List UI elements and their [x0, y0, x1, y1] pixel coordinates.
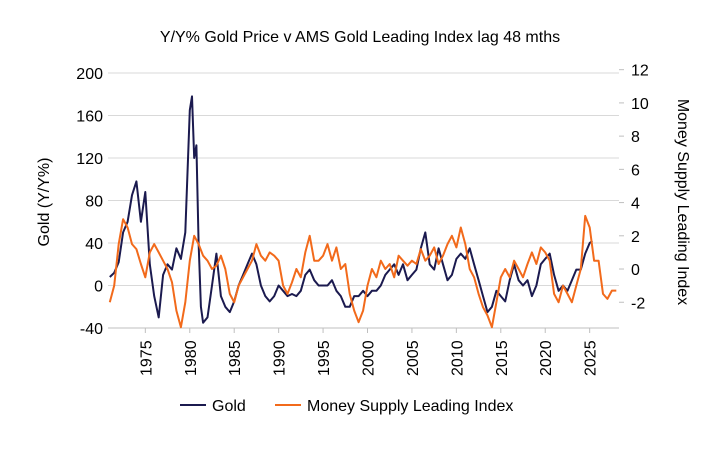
- y2-tick-label: -2: [631, 295, 645, 312]
- y-axis-left-label: Gold (Y/Y%): [36, 158, 53, 247]
- x-axis: 1975 1980 1985 1990 1995 2000 2005 2010 2015 2020…: [108, 327, 619, 376]
- legend-label: Money Supply Leading Index: [307, 398, 513, 415]
- y-axis-right-label: Money Supply Leading Index: [674, 99, 691, 305]
- y-tick-label: 0: [94, 279, 103, 296]
- y2-tick-label: 0: [631, 262, 640, 279]
- y-tick-label: 40: [85, 236, 103, 253]
- x-tick-label: 1975: [138, 340, 155, 376]
- y-axis-right: -2 0 2 4 6 8 10 12: [619, 63, 649, 312]
- y2-tick-label: 6: [631, 162, 640, 179]
- money-supply-line: [108, 214, 617, 329]
- x-tick-label: 2015: [494, 340, 511, 376]
- x-tick-label: 2005: [405, 340, 422, 376]
- y2-tick-label: 4: [631, 196, 640, 213]
- y2-tick-label: 8: [631, 129, 640, 146]
- y-tick-label: 160: [76, 109, 103, 126]
- y-tick-label: 200: [76, 66, 103, 83]
- y2-tick-label: 2: [631, 229, 640, 246]
- x-tick-label: 1980: [183, 340, 200, 376]
- x-tick-label: 1985: [227, 340, 244, 376]
- legend: Gold Money Supply Leading Index: [180, 398, 513, 415]
- chart-title: Y/Y% Gold Price v AMS Gold Leading Index…: [160, 29, 560, 46]
- y-tick-label: -40: [80, 321, 103, 338]
- x-tick-label: 2010: [449, 340, 466, 376]
- x-tick-label: 2020: [538, 340, 555, 376]
- x-tick-label: 2000: [360, 340, 377, 376]
- y-axis-left: -40 0 40 80 120 160 200: [76, 66, 103, 338]
- y-tick-label: 80: [85, 194, 103, 211]
- x-tick-label: 2025: [583, 340, 600, 376]
- x-tick-label: 1990: [272, 340, 289, 376]
- x-tick-label: 1995: [316, 340, 333, 376]
- y2-tick-label: 10: [631, 96, 649, 113]
- y2-tick-label: 12: [631, 63, 649, 80]
- legend-label: Gold: [212, 398, 246, 415]
- y-tick-label: 120: [76, 151, 103, 168]
- gridlines: [108, 72, 619, 286]
- gold-line: [109, 95, 593, 324]
- series-lines: [108, 95, 617, 329]
